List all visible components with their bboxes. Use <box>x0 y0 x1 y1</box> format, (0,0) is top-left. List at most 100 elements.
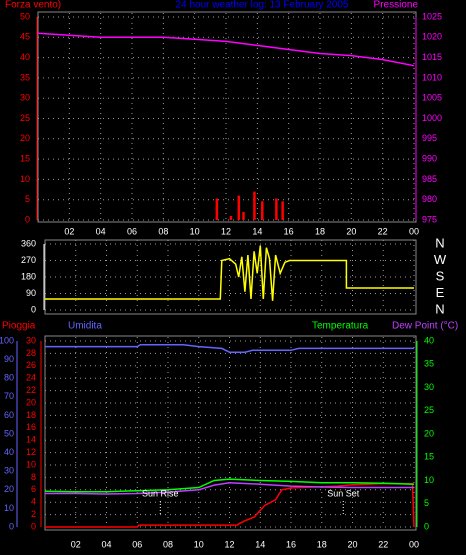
legend-label: Umidita <box>68 321 102 332</box>
legend-label: Forza vento) <box>5 0 61 11</box>
y-tick-label: 20 <box>26 397 36 407</box>
y-tick-label: 35 <box>20 72 30 82</box>
y-tick-label: 20 <box>4 484 14 494</box>
y-tick-label: 180 <box>21 271 36 281</box>
plot-frame <box>44 335 417 531</box>
y-tick-label: 10 <box>26 459 36 469</box>
y-tick-label: 40 <box>20 52 30 62</box>
y-tick-label: 30 <box>4 466 14 476</box>
x-tick-label: 08 <box>158 226 168 236</box>
y-tick-label: 2 <box>31 509 36 519</box>
y-tick-label: 4 <box>31 497 36 507</box>
y-tick-label: 30 <box>20 93 30 103</box>
annotation: Sun Set <box>327 488 360 498</box>
x-tick-label: 00 <box>409 226 419 236</box>
x-tick-label: 00 <box>409 539 419 549</box>
x-tick-label: 02 <box>71 539 81 549</box>
y-tick-label: 90 <box>26 288 36 298</box>
y-tick-label: 22 <box>26 385 36 395</box>
y-tick-label: 15 <box>20 153 30 163</box>
chart-title: 24 hour weather log: 13 February 2005 <box>176 0 349 11</box>
x-tick-label: 14 <box>252 226 262 236</box>
y-tick-label: 15 <box>424 452 434 462</box>
y-tick-label: 80 <box>4 373 14 383</box>
x-tick-label: 12 <box>221 226 231 236</box>
y-tick-label: 1025 <box>422 11 442 21</box>
y-tick-label: 6 <box>31 484 36 494</box>
legend-label: Dew Point (°C) <box>392 321 458 332</box>
y-tick-label: 5 <box>25 194 30 204</box>
y-tick-label: 1015 <box>422 52 442 62</box>
line-series <box>45 343 414 353</box>
bar <box>275 198 278 220</box>
y-tick-label: 0 <box>9 521 14 531</box>
legend-label: Pressione <box>374 0 419 11</box>
y-tick-label: 10 <box>424 475 434 485</box>
bar <box>237 195 241 220</box>
line-series <box>45 482 415 528</box>
y-tick-label: 50 <box>4 428 14 438</box>
plot-frame <box>37 11 417 223</box>
bar <box>253 191 256 220</box>
x-tick-label: 20 <box>347 539 357 549</box>
y-tick-label: 16 <box>26 422 36 432</box>
y-tick-label: 0 <box>424 521 429 531</box>
y-tick-label: 8 <box>31 472 36 482</box>
y-tick-label: 980 <box>422 194 437 204</box>
x-tick-label: 10 <box>194 539 204 549</box>
y-tick-label: 45 <box>20 32 30 42</box>
y-tick-label: 90 <box>4 354 14 364</box>
x-tick-label: 22 <box>378 226 388 236</box>
x-tick-label: 10 <box>190 226 200 236</box>
bar <box>261 201 264 220</box>
y-tick-label: 270 <box>21 255 36 265</box>
y-tick-label: 0 <box>25 214 30 224</box>
line-series <box>45 245 414 301</box>
y-tick-label: 990 <box>422 153 437 163</box>
y-tick-label: 30 <box>424 382 434 392</box>
y-tick-label: 5 <box>424 498 429 508</box>
y-tick-label: 10 <box>4 503 14 513</box>
y-tick-label: 24 <box>26 373 36 383</box>
y-tick-label: 30 <box>26 335 36 345</box>
line-series <box>44 478 415 493</box>
y-tick-label: 12 <box>26 447 36 457</box>
x-tick-label: 14 <box>255 539 265 549</box>
y-tick-label: 995 <box>422 133 437 143</box>
bar <box>215 198 219 220</box>
y-tick-label: 28 <box>26 348 36 358</box>
y-tick-label: 70 <box>4 391 14 401</box>
y-tick-label: 14 <box>26 435 36 445</box>
y-tick-label: 50 <box>20 11 30 21</box>
y-tick-label: 20 <box>424 428 434 438</box>
x-tick-label: 16 <box>286 539 296 549</box>
y-tick-label: 1020 <box>422 32 442 42</box>
x-tick-label: 04 <box>101 539 111 549</box>
x-tick-label: 22 <box>378 539 388 549</box>
y-tick-label: 0 <box>31 304 36 314</box>
y-tick-label: E <box>436 285 445 300</box>
line-series <box>37 32 415 67</box>
x-tick-label: 06 <box>132 539 142 549</box>
x-tick-label: 16 <box>284 226 294 236</box>
y-tick-label: 1010 <box>422 72 442 82</box>
y-tick-label: 1005 <box>422 93 442 103</box>
legend-label: Temperatura <box>312 321 369 332</box>
bar <box>229 215 233 220</box>
y-tick-label: N <box>435 235 444 250</box>
y-tick-label: 1000 <box>422 113 442 123</box>
x-tick-label: 12 <box>224 539 234 549</box>
y-tick-label: W <box>434 252 447 267</box>
y-tick-label: 985 <box>422 174 437 184</box>
x-tick-label: 04 <box>96 226 106 236</box>
y-tick-label: 10 <box>20 174 30 184</box>
x-tick-label: 08 <box>163 539 173 549</box>
y-tick-label: 60 <box>4 410 14 420</box>
x-tick-label: 02 <box>64 226 74 236</box>
y-tick-label: 100 <box>0 335 14 345</box>
y-tick-label: 26 <box>26 360 36 370</box>
y-tick-label: S <box>436 268 445 283</box>
y-tick-label: 40 <box>4 447 14 457</box>
